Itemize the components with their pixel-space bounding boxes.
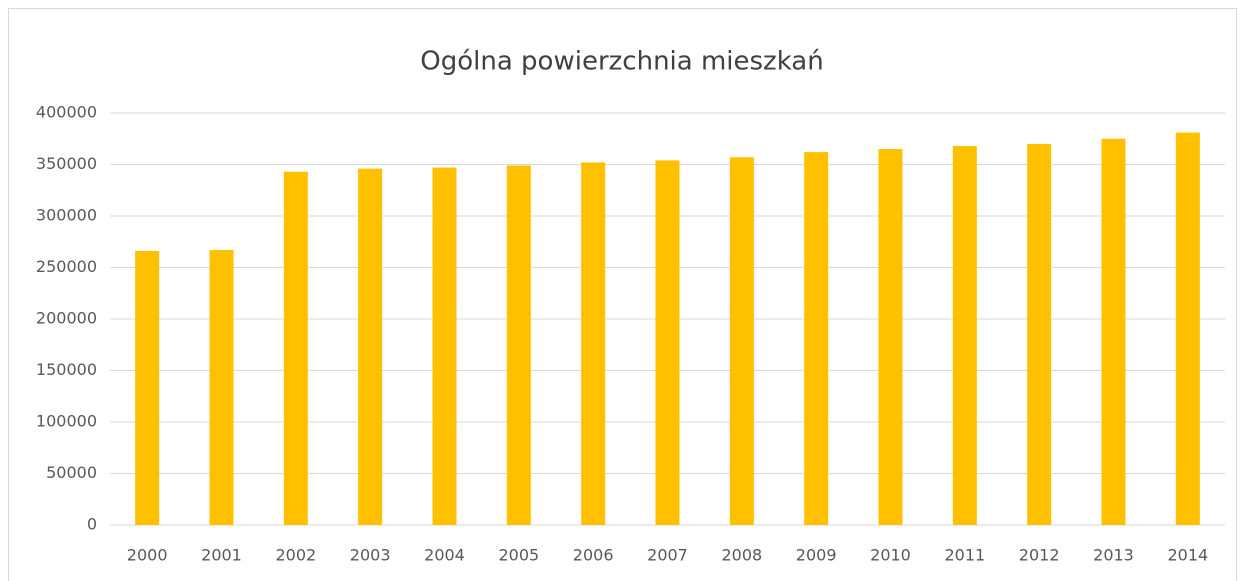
y-tick-label: 400000 (36, 103, 97, 122)
bar (952, 145, 977, 525)
y-tick-label: 50000 (46, 463, 97, 482)
x-tick-label: 2005 (498, 546, 539, 565)
bar (1101, 138, 1126, 525)
y-tick-label: 200000 (36, 309, 97, 328)
x-tick-label: 2006 (573, 546, 614, 565)
x-tick-label: 2002 (275, 546, 316, 565)
bar (358, 168, 383, 525)
x-tick-label: 2000 (127, 546, 168, 565)
x-tick-label: 2013 (1093, 546, 1134, 565)
y-tick-label: 250000 (36, 257, 97, 276)
x-tick-label: 2010 (870, 546, 911, 565)
bar (1027, 143, 1052, 525)
x-tick-label: 2004 (424, 546, 465, 565)
x-tick-label: 2007 (647, 546, 688, 565)
y-tick-label: 0 (87, 515, 97, 534)
bar (878, 149, 903, 526)
x-tick-label: 2001 (201, 546, 242, 565)
chart-border (8, 8, 1237, 581)
x-tick-label: 2003 (350, 546, 391, 565)
x-tick-label: 2012 (1019, 546, 1060, 565)
y-tick-label: 300000 (36, 206, 97, 225)
x-tick-label: 2011 (944, 546, 985, 565)
y-tick-label: 350000 (36, 154, 97, 173)
chart-title: Ogólna powierzchnia mieszkań (420, 47, 823, 77)
bar (283, 171, 308, 525)
bar (655, 160, 680, 525)
bar (135, 251, 160, 525)
bar (581, 162, 606, 525)
x-tick-label: 2009 (796, 546, 837, 565)
x-tick-label: 2008 (721, 546, 762, 565)
bar (729, 157, 754, 526)
bar (804, 152, 829, 525)
bar (1175, 132, 1200, 525)
y-tick-label: 150000 (36, 360, 97, 379)
y-tick-label: 100000 (36, 412, 97, 431)
bar (209, 249, 234, 526)
bar (432, 167, 457, 525)
x-tick-label: 2014 (1167, 546, 1208, 565)
bar (506, 165, 531, 525)
